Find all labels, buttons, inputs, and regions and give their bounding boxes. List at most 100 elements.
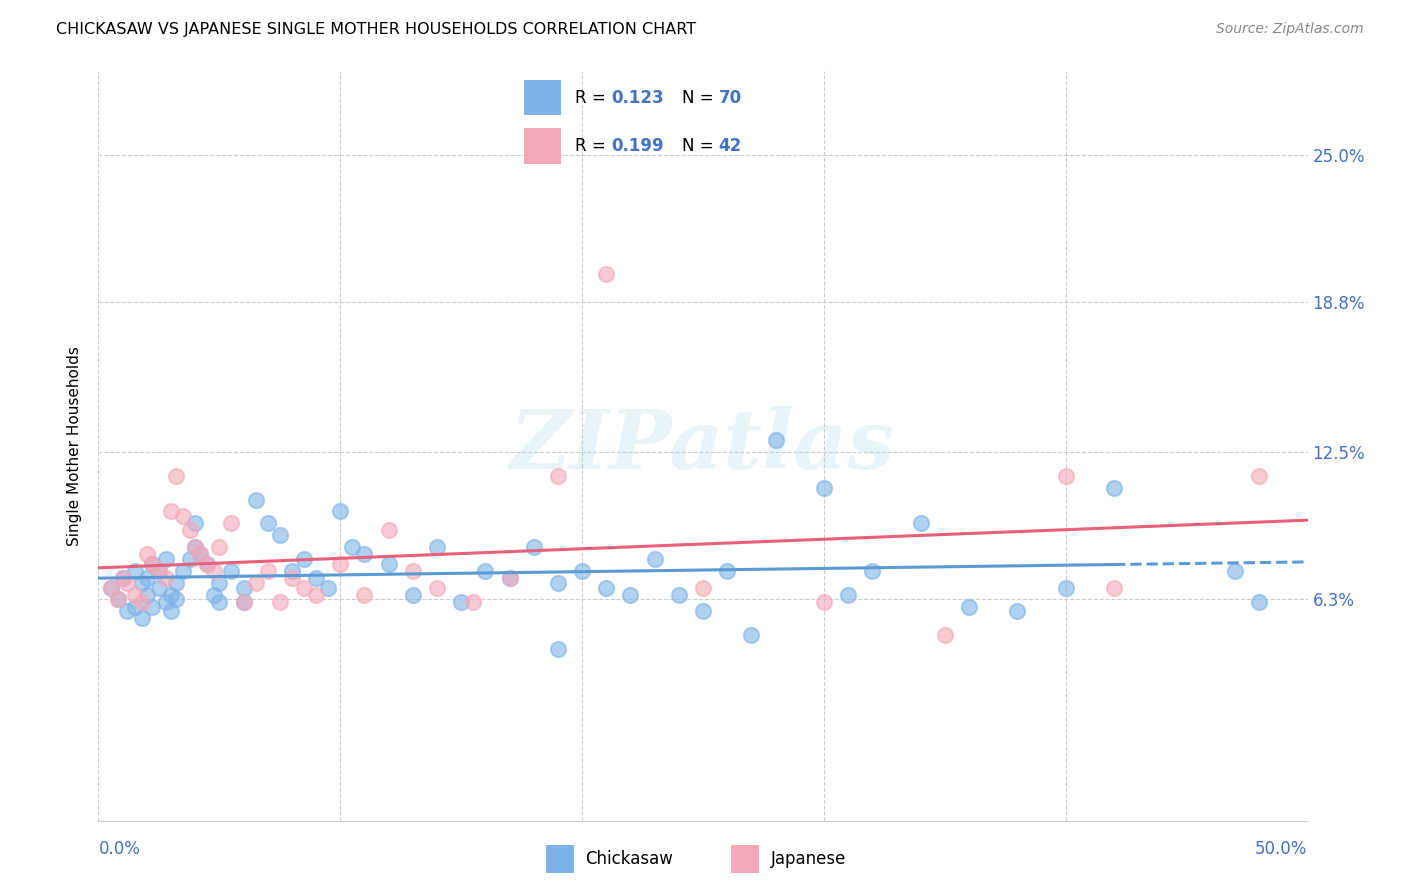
Point <box>155 552 177 566</box>
Point <box>450 595 472 609</box>
Text: 50.0%: 50.0% <box>1256 839 1308 858</box>
Point <box>107 592 129 607</box>
Point <box>269 595 291 609</box>
Point <box>131 575 153 590</box>
Point <box>1007 604 1029 618</box>
Text: R =: R = <box>575 136 612 154</box>
Point <box>124 599 146 614</box>
Point <box>204 588 226 602</box>
Point <box>188 547 211 561</box>
Point <box>179 524 201 538</box>
Point <box>547 468 569 483</box>
Point <box>184 540 207 554</box>
Point <box>813 595 835 609</box>
Point <box>595 267 617 281</box>
Point <box>148 581 170 595</box>
Point <box>232 581 254 595</box>
Point <box>232 595 254 609</box>
Bar <box>524 128 561 163</box>
Point <box>498 571 520 585</box>
Point <box>571 564 593 578</box>
Text: N =: N = <box>682 88 718 106</box>
Point <box>353 588 375 602</box>
Bar <box>524 79 561 115</box>
Point <box>1054 581 1077 595</box>
Point <box>245 575 267 590</box>
Point <box>305 571 328 585</box>
Point <box>165 575 187 590</box>
Point <box>124 564 146 578</box>
Text: 0.0%: 0.0% <box>98 839 141 858</box>
Point <box>148 564 170 578</box>
Text: N =: N = <box>682 136 718 154</box>
Point <box>208 540 231 554</box>
Point <box>644 552 666 566</box>
Point <box>329 557 352 571</box>
Point <box>402 588 425 602</box>
Text: Chickasaw: Chickasaw <box>585 849 672 868</box>
Point <box>204 564 226 578</box>
Point <box>208 595 231 609</box>
Point <box>1223 564 1246 578</box>
Point <box>188 547 211 561</box>
Point <box>141 557 163 571</box>
Point <box>135 547 157 561</box>
Point <box>740 628 762 642</box>
Point <box>377 524 399 538</box>
Point <box>100 581 122 595</box>
Bar <box>731 845 759 872</box>
Point <box>221 564 243 578</box>
Point <box>256 516 278 531</box>
Point <box>1102 481 1125 495</box>
Point <box>195 557 218 571</box>
Point <box>547 642 569 657</box>
Point <box>155 571 177 585</box>
Point <box>195 557 218 571</box>
Point <box>934 628 956 642</box>
Text: 70: 70 <box>718 88 741 106</box>
Point <box>111 571 134 585</box>
Text: Japanese: Japanese <box>770 849 846 868</box>
Point <box>256 564 278 578</box>
Point <box>160 588 183 602</box>
Point <box>1249 595 1271 609</box>
Point <box>595 581 617 595</box>
Point <box>269 528 291 542</box>
Y-axis label: Single Mother Households: Single Mother Households <box>67 346 83 546</box>
Point <box>329 504 352 518</box>
Point <box>377 557 399 571</box>
Point <box>957 599 980 614</box>
Point <box>208 575 231 590</box>
Point <box>547 575 569 590</box>
Point <box>837 588 859 602</box>
Point <box>172 564 194 578</box>
Point <box>117 604 139 618</box>
Point <box>281 564 304 578</box>
Point <box>172 509 194 524</box>
Point <box>463 595 485 609</box>
Point <box>245 492 267 507</box>
Text: CHICKASAW VS JAPANESE SINGLE MOTHER HOUSEHOLDS CORRELATION CHART: CHICKASAW VS JAPANESE SINGLE MOTHER HOUS… <box>56 22 696 37</box>
Point <box>124 588 146 602</box>
Point <box>1054 468 1077 483</box>
Point <box>426 540 449 554</box>
Point <box>316 581 339 595</box>
Point <box>402 564 425 578</box>
Text: 42: 42 <box>718 136 742 154</box>
Point <box>100 581 122 595</box>
Point <box>131 595 153 609</box>
Point <box>474 564 496 578</box>
Point <box>179 552 201 566</box>
Point <box>135 571 157 585</box>
Point <box>281 571 304 585</box>
Point <box>117 575 139 590</box>
Point <box>107 592 129 607</box>
Point <box>619 588 641 602</box>
Point <box>910 516 932 531</box>
Point <box>141 599 163 614</box>
Point <box>165 468 187 483</box>
Point <box>165 592 187 607</box>
Point <box>141 557 163 571</box>
Point <box>292 552 315 566</box>
Point <box>860 564 883 578</box>
